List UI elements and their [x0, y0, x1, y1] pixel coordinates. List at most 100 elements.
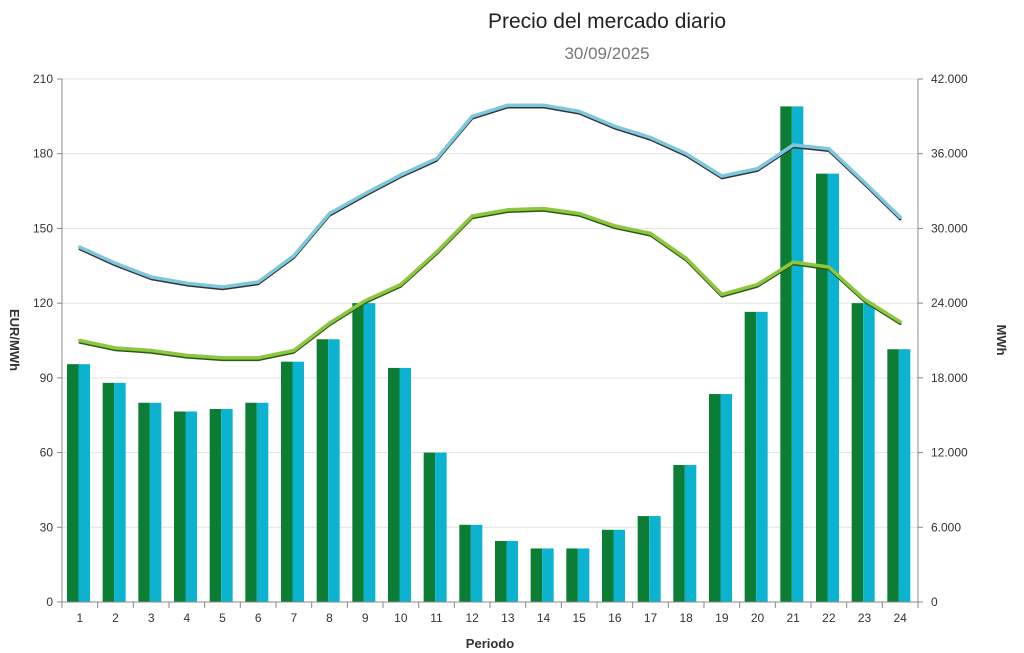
x-tick-label: 13 — [501, 611, 515, 625]
bar — [602, 529, 614, 602]
bar — [827, 173, 839, 602]
bar — [791, 106, 804, 603]
x-tick-label: 14 — [537, 611, 551, 625]
chart-subtitle: 30/09/2025 — [564, 44, 650, 63]
x-tick-label: 21 — [786, 611, 800, 625]
bar — [744, 311, 757, 602]
bar-series — [67, 106, 911, 603]
bar — [174, 411, 186, 602]
bar — [756, 311, 768, 602]
axes: 030609012015018021006.00012.00018.00024.… — [33, 72, 968, 625]
x-tick-label: 1 — [76, 611, 83, 625]
x-tick-label: 17 — [644, 611, 658, 625]
bar — [863, 303, 875, 602]
x-tick-label: 12 — [465, 611, 479, 625]
x-tick-label: 10 — [394, 611, 408, 625]
y-left-tick-label: 120 — [33, 296, 53, 310]
y-right-tick-label: 6.000 — [931, 520, 961, 534]
bar — [506, 540, 518, 602]
bar — [613, 529, 625, 602]
bar — [102, 382, 115, 602]
bar — [292, 361, 304, 602]
bar — [363, 303, 376, 602]
y-left-tick-label: 90 — [40, 371, 54, 385]
bar — [684, 465, 697, 602]
bar — [649, 516, 661, 602]
x-tick-label: 20 — [751, 611, 765, 625]
y-left-tick-label: 210 — [33, 72, 53, 86]
x-tick-label: 19 — [715, 611, 729, 625]
bar — [673, 465, 685, 602]
y-right-tick-label: 42.000 — [931, 72, 968, 86]
x-tick-label: 22 — [822, 611, 836, 625]
y-left-tick-label: 180 — [33, 147, 53, 161]
y-right-tick-label: 36.000 — [931, 147, 968, 161]
x-tick-label: 2 — [112, 611, 119, 625]
bar — [887, 349, 899, 602]
y-left-tick-label: 0 — [46, 595, 53, 609]
line-series — [78, 103, 902, 362]
bar — [495, 540, 507, 602]
y-right-tick-label: 18.000 — [931, 371, 968, 385]
y-right-tick-label: 24.000 — [931, 296, 968, 310]
bar — [435, 452, 447, 602]
bar — [185, 411, 197, 602]
y-left-tick-label: 60 — [40, 446, 54, 460]
bar — [720, 394, 732, 602]
x-axis-label: Periodo — [466, 636, 514, 651]
x-tick-label: 5 — [219, 611, 226, 625]
bar — [423, 452, 436, 602]
y-left-tick-label: 30 — [40, 520, 54, 534]
bar — [816, 173, 828, 602]
bar — [256, 402, 269, 602]
x-tick-label: 7 — [290, 611, 297, 625]
bar — [399, 367, 411, 602]
bar — [637, 516, 650, 602]
y-right-tick-label: 0 — [931, 595, 938, 609]
x-tick-label: 6 — [255, 611, 262, 625]
x-tick-label: 3 — [148, 611, 155, 625]
x-tick-label: 8 — [326, 611, 333, 625]
bar — [577, 548, 590, 602]
bar — [316, 339, 329, 602]
x-tick-label: 9 — [362, 611, 369, 625]
x-tick-label: 11 — [430, 611, 443, 625]
bar — [851, 303, 864, 602]
bar — [149, 402, 162, 602]
bar — [138, 402, 150, 602]
y-axis-left-label: EUR/MWh — [7, 309, 22, 371]
series-line — [78, 103, 902, 289]
bar — [114, 382, 126, 602]
x-tick-label: 16 — [608, 611, 622, 625]
series-line — [78, 206, 902, 360]
series-line-shadow — [78, 105, 902, 291]
bar — [566, 548, 578, 602]
x-tick-label: 4 — [183, 611, 190, 625]
bar — [709, 394, 721, 602]
bar — [67, 364, 79, 602]
y-right-tick-label: 30.000 — [931, 221, 968, 235]
x-tick-label: 15 — [572, 611, 586, 625]
x-tick-label: 23 — [858, 611, 872, 625]
bar — [388, 367, 400, 602]
bar — [470, 524, 483, 602]
x-tick-label: 18 — [679, 611, 693, 625]
bar — [209, 408, 222, 602]
y-right-tick-label: 12.000 — [931, 446, 968, 460]
y-axis-right-label: MWh — [994, 324, 1009, 355]
chart-title: Precio del mercado diario — [487, 10, 727, 33]
bar — [352, 303, 364, 602]
bar — [281, 361, 293, 602]
bar — [221, 408, 233, 602]
bar — [542, 548, 554, 602]
bar — [328, 339, 340, 602]
bar — [780, 106, 792, 603]
bar — [459, 524, 471, 602]
y-left-tick-label: 150 — [33, 221, 53, 235]
bar — [78, 364, 90, 602]
bar — [245, 402, 257, 602]
x-tick-label: 24 — [893, 611, 907, 625]
bar — [898, 349, 911, 602]
bar — [530, 548, 543, 602]
